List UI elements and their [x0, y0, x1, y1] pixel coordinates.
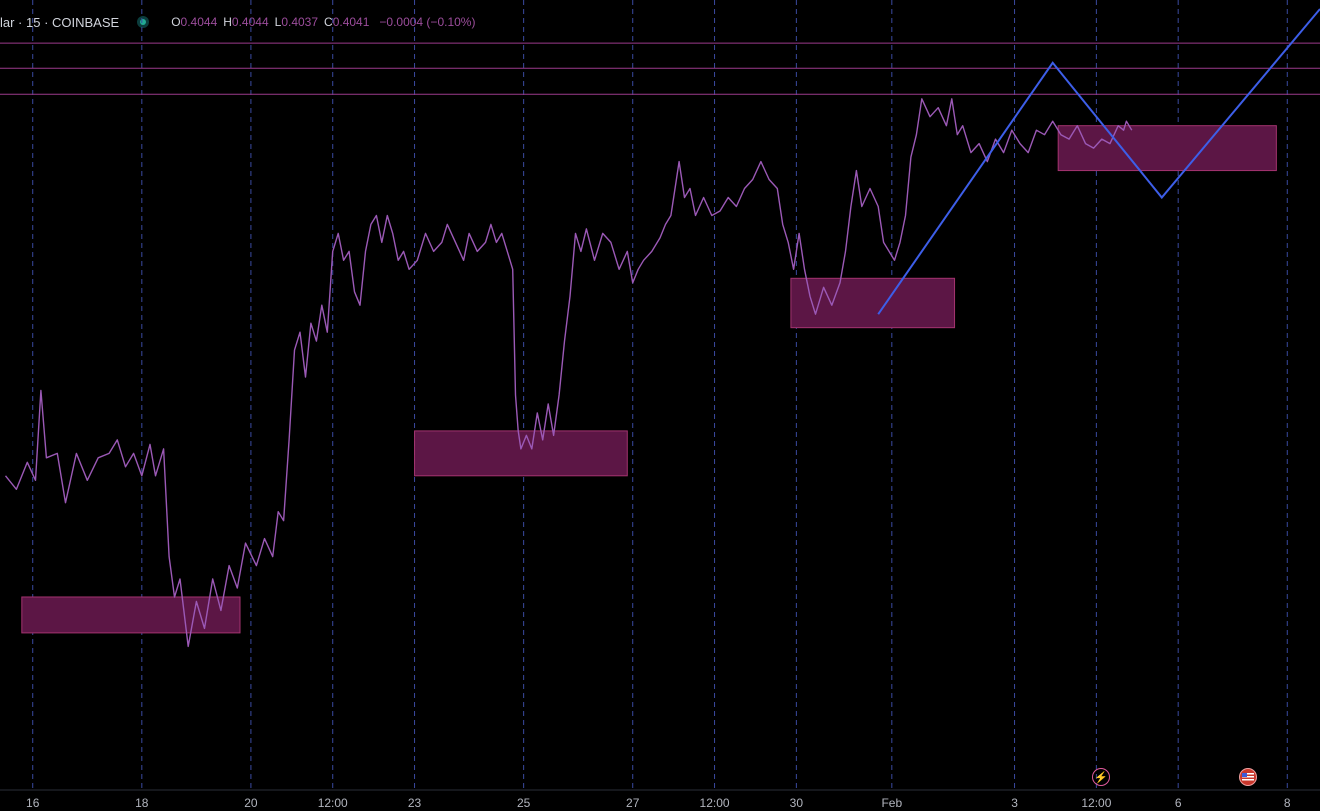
- x-tick-label: 8: [1284, 796, 1291, 810]
- time-axis-bg: [0, 790, 1320, 811]
- demand-zone: [414, 430, 628, 477]
- change-value: −0.0004 (−0.10%): [379, 15, 476, 29]
- x-tick-label: 12:00: [318, 796, 348, 810]
- high-value: 0.4044: [231, 15, 269, 29]
- zones: [21, 125, 1277, 634]
- price-line: [4, 98, 1133, 648]
- price-series: [4, 98, 1133, 648]
- x-tick-label: 3: [1011, 796, 1018, 810]
- time-axis: 16 18 20 12:00 23 25 27 12:00 30 Feb 3 12:00 6 8: [0, 789, 1320, 811]
- x-tick-label: 12:00: [1081, 796, 1111, 810]
- chart-legend: lar · 15 · COINBASE O 0.4044 H 0.4044 L …: [0, 12, 475, 32]
- grid-lines: [32, 0, 1288, 790]
- x-tick-label: 27: [626, 796, 640, 810]
- open-value: 0.4044: [180, 15, 218, 29]
- low-label: L: [274, 15, 282, 29]
- x-tick-label: 20: [244, 796, 258, 810]
- market-status-icon: [137, 16, 150, 28]
- lightning-icon[interactable]: ⚡: [1092, 768, 1110, 786]
- symbol-label[interactable]: lar · 15 · COINBASE: [0, 14, 120, 30]
- flag-icon[interactable]: [1239, 768, 1257, 786]
- demand-zone: [1057, 125, 1277, 172]
- x-tick-label: 30: [790, 796, 804, 810]
- x-tick-label: Feb: [881, 796, 902, 810]
- high-label: H: [223, 15, 232, 29]
- low-value: 0.4037: [281, 15, 319, 29]
- demand-zone: [790, 277, 956, 329]
- x-tick-label: 6: [1175, 796, 1182, 810]
- x-tick-label: 18: [135, 796, 149, 810]
- x-tick-label: 12:00: [700, 796, 730, 810]
- x-tick-label: 25: [517, 796, 531, 810]
- projection-path: [877, 8, 1320, 315]
- price-levels: [0, 42, 1320, 95]
- projection: [877, 8, 1320, 315]
- x-tick-label: 23: [408, 796, 422, 810]
- x-tick-label: 16: [26, 796, 40, 810]
- open-label: O: [171, 15, 181, 29]
- close-value: 0.4041: [332, 15, 370, 29]
- close-label: C: [324, 15, 333, 29]
